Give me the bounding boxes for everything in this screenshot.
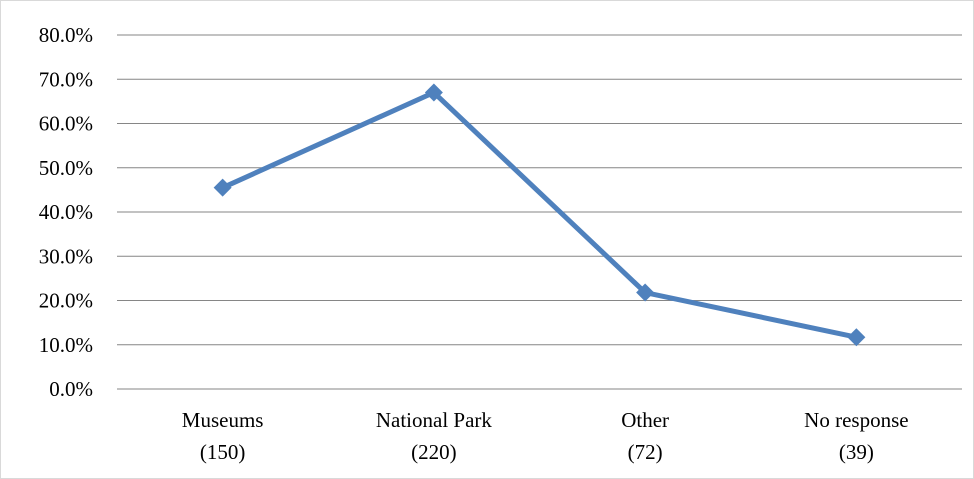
x-category-count: (150) (200, 440, 246, 464)
data-point-marker (424, 83, 443, 102)
y-tick-label: 10.0% (39, 333, 93, 357)
data-point-marker (847, 328, 866, 347)
data-point-marker (636, 283, 655, 302)
x-category-label: No response (804, 408, 908, 432)
series-line (220, 90, 859, 340)
y-tick-label: 60.0% (39, 112, 93, 136)
y-tick-label: 50.0% (39, 156, 93, 180)
x-category-label: Museums (182, 408, 264, 432)
x-category-count: (39) (839, 440, 874, 464)
y-tick-label: 0.0% (49, 377, 93, 401)
x-category-label: Other (621, 408, 669, 432)
x-category-count: (72) (628, 440, 663, 464)
y-tick-label: 20.0% (39, 289, 93, 313)
data-point-marker (213, 178, 232, 197)
x-category-label: National Park (376, 408, 493, 432)
gridlines (117, 34, 962, 390)
y-tick-label: 40.0% (39, 200, 93, 224)
series-group (213, 83, 866, 347)
y-tick-label: 80.0% (39, 23, 93, 47)
y-tick-label: 30.0% (39, 244, 93, 268)
y-tick-label: 70.0% (39, 67, 93, 91)
x-axis-category-labels: Museums (150) National Park (220) Other (72) N… (182, 408, 909, 464)
y-axis-tick-labels: 0.0% 10.0% 20.0% 30.0% 40.0% 50.0% 60.0% 70.0% 8… (39, 23, 93, 401)
x-category-count: (220) (411, 440, 457, 464)
